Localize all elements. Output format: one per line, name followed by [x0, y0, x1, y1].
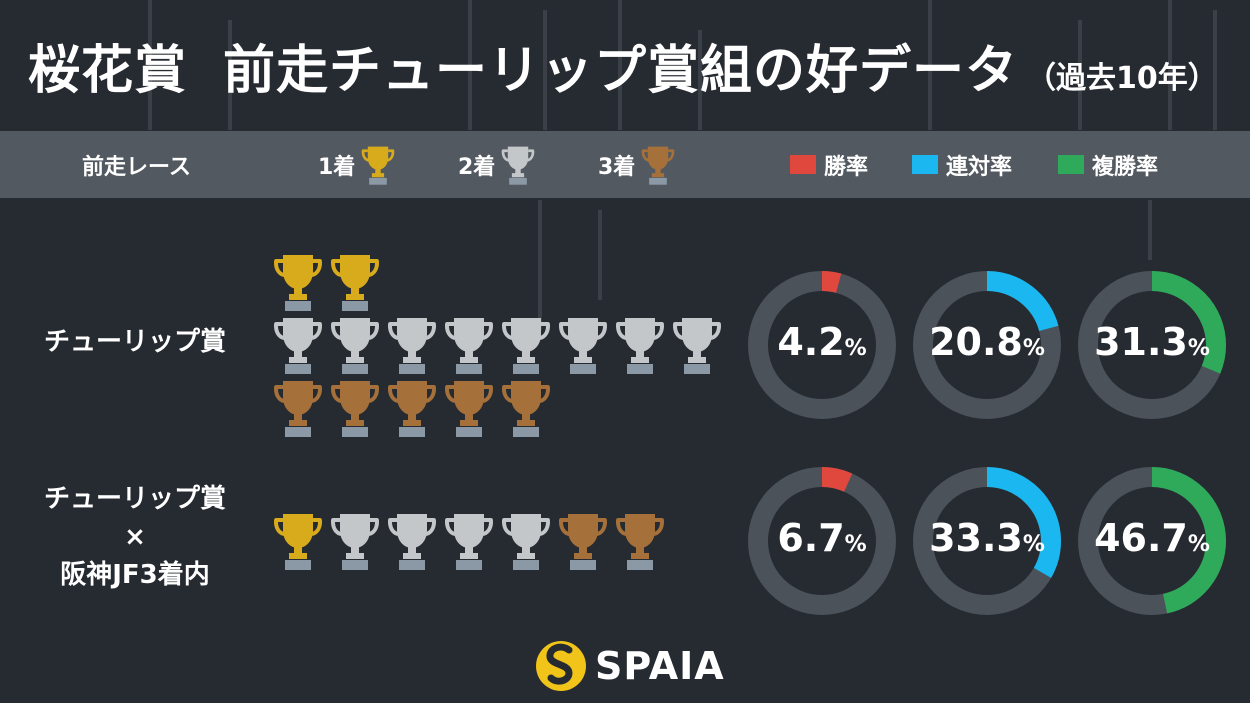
legend-place-2-label: 2着	[458, 154, 496, 180]
row-1-label: チューリップ賞	[0, 323, 270, 361]
silver-trophy-icon	[502, 514, 550, 570]
silver-trophy-icon	[445, 318, 493, 374]
silver-trophy-icon	[501, 146, 535, 185]
legend-place-1: 1着	[318, 131, 395, 198]
silver-trophy-icon	[616, 318, 664, 374]
gold-trophy-icon	[361, 146, 395, 185]
legend-win-label: 勝率	[824, 154, 869, 180]
silver-trophy-icon	[331, 318, 379, 374]
legend-place-2: 2着	[458, 131, 535, 198]
legend-rate-show: 複勝率	[1058, 131, 1158, 198]
row-1-label-line-1: チューリップ賞	[43, 327, 226, 357]
bronze-trophy-icon	[559, 514, 607, 570]
legend-show-label: 複勝率	[1092, 154, 1159, 180]
legend-rate-win: 勝率	[790, 131, 868, 198]
bronze-trophy-icon	[331, 381, 379, 437]
donut-row-1-show-label: 31.3%	[1094, 320, 1210, 364]
silver-trophy-icon	[388, 318, 436, 374]
donut-row-2-place2	[913, 467, 1061, 615]
donut-row-2-show-value: 46.7	[1094, 516, 1188, 560]
silver-trophy-icon	[331, 514, 379, 570]
donut-row-2-show	[1078, 467, 1226, 615]
legend-race-label: 前走レース	[82, 154, 191, 180]
silver-trophy-icon	[673, 318, 721, 374]
legend-place2-label: 連対率	[946, 154, 1013, 180]
donut-row-1-place2-value: 20.8	[929, 320, 1023, 364]
title-main-right: 前走チューリップ賞組の好データ	[223, 41, 1019, 101]
spaia-logo-icon	[536, 641, 586, 691]
donut-arc-row-1-place2	[913, 271, 1061, 419]
spaia-logo: SPAIA	[535, 638, 725, 694]
bronze-trophy-icon	[641, 146, 675, 185]
bronze-trophy-icon	[388, 381, 436, 437]
donut-arc-row-2-show	[1078, 467, 1226, 615]
donut-row-1-show-value: 31.3	[1094, 320, 1188, 364]
donut-row-2-win-label: 6.7%	[777, 516, 867, 560]
donut-arc-row-1-win	[748, 271, 896, 419]
gold-trophy-icon	[331, 255, 379, 311]
legend-place-1-label: 1着	[318, 154, 356, 180]
silver-trophy-icon	[559, 318, 607, 374]
legend-place2-swatch	[912, 155, 938, 174]
donut-row-2-show-label: 46.7%	[1094, 516, 1210, 560]
row-2-label-line-1: チューリップ賞	[43, 484, 226, 514]
legend-win-swatch	[790, 155, 816, 174]
donut-row-2-win-value: 6.7	[777, 516, 845, 560]
donut-row-1-win-label: 4.2%	[777, 320, 867, 364]
spaia-logo-text: SPAIA	[595, 644, 725, 688]
bronze-trophy-icon	[502, 381, 550, 437]
legend-place-3-label: 3着	[598, 154, 636, 180]
legend-show-swatch	[1058, 155, 1084, 174]
donut-row-2-place2-label: 33.3%	[929, 516, 1045, 560]
silver-trophy-icon	[445, 514, 493, 570]
silver-trophy-icon	[388, 514, 436, 570]
title-sub: （過去10年）	[1026, 61, 1218, 96]
silver-trophy-icon	[274, 318, 322, 374]
donut-arc-row-2-win	[748, 467, 896, 615]
legend-place-3: 3着	[598, 131, 675, 198]
row-2-label-line-3: 阪神JF3着内	[60, 560, 210, 590]
gold-trophy-icon	[274, 514, 322, 570]
donut-row-1-win	[748, 271, 896, 419]
legend-bar: 前走レース 1着 2着 3着 勝率 連対率 複勝率	[0, 131, 1250, 198]
donut-row-2-place2-value: 33.3	[929, 516, 1023, 560]
donut-arc-row-2-place2	[913, 467, 1061, 615]
donut-row-2-win	[748, 467, 896, 615]
legend-rate-place2: 連対率	[912, 131, 1012, 198]
donut-arc-row-1-show	[1078, 271, 1226, 419]
row-2-label: チューリップ賞 × 阪神JF3着内	[0, 480, 270, 594]
donut-row-1-show	[1078, 271, 1226, 419]
silver-trophy-icon	[502, 318, 550, 374]
row-2-label-line-2: ×	[124, 522, 146, 552]
bronze-trophy-icon	[274, 381, 322, 437]
donut-row-1-place2	[913, 271, 1061, 419]
gold-trophy-icon	[274, 255, 322, 311]
bronze-trophy-icon	[445, 381, 493, 437]
title-main-left: 桜花賞	[28, 41, 188, 101]
donut-row-1-win-value: 4.2	[777, 320, 845, 364]
page-title: 桜花賞 前走チューリップ賞組の好データ （過去10年）	[28, 28, 1218, 108]
bronze-trophy-icon	[616, 514, 664, 570]
donut-row-1-place2-label: 20.8%	[929, 320, 1045, 364]
